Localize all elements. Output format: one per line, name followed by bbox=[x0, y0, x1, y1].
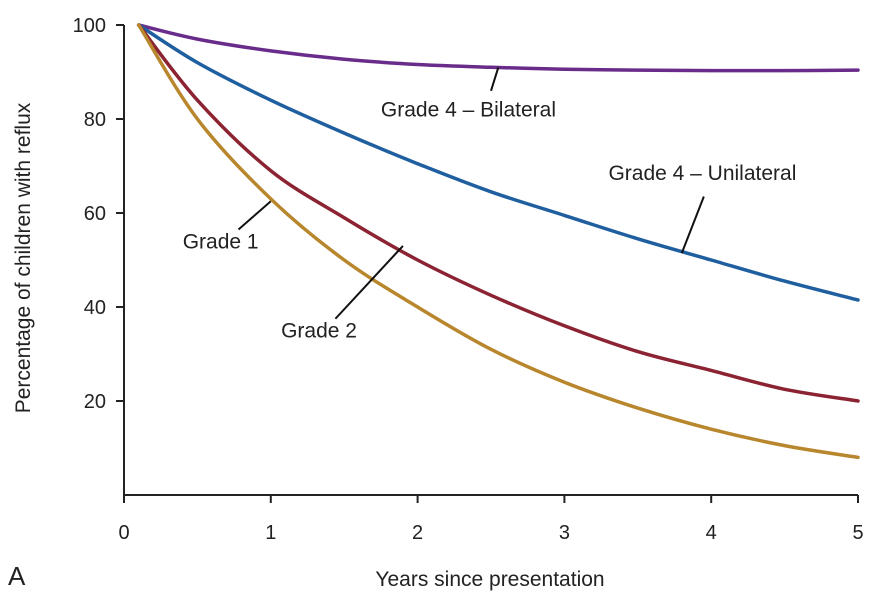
x-ticks: 0 1 2 3 4 5 bbox=[118, 495, 864, 544]
series-label: Grade 4 – Bilateral bbox=[381, 99, 556, 122]
axes bbox=[123, 25, 858, 496]
series-lines bbox=[136, 23, 860, 460]
series-labels: Grade 4 – Bilateral Grade 4 – Unilateral G… bbox=[183, 99, 797, 343]
series-line-2 bbox=[136, 23, 860, 302]
y-tick-label: 100 bbox=[73, 15, 106, 37]
x-tick-label: 3 bbox=[559, 522, 570, 544]
series-line-4 bbox=[136, 23, 860, 460]
series-label: Grade 1 bbox=[183, 230, 259, 253]
y-tick-label: 20 bbox=[84, 391, 106, 413]
y-tick-label: 80 bbox=[84, 109, 106, 131]
x-tick-label: 4 bbox=[706, 522, 717, 544]
y-axis-title: Percentage of children with reflux bbox=[12, 102, 35, 413]
series-label: Grade 2 bbox=[281, 320, 357, 343]
label-leaders bbox=[237, 67, 705, 320]
x-axis-title: Years since presentation bbox=[375, 568, 604, 591]
series-line-1 bbox=[136, 23, 860, 73]
label-leader-line bbox=[490, 67, 500, 92]
x-tick-label: 0 bbox=[118, 522, 129, 544]
label-leader-line bbox=[237, 200, 272, 231]
series-line-3 bbox=[136, 23, 860, 403]
x-tick-label: 2 bbox=[412, 522, 423, 544]
label-leader-line bbox=[334, 245, 404, 320]
panel-label: A bbox=[8, 561, 26, 591]
series-label: Grade 4 – Unilateral bbox=[608, 162, 796, 185]
y-tick-label: 60 bbox=[84, 203, 106, 225]
label-leader-line bbox=[680, 196, 705, 254]
y-ticks: 20 40 60 80 100 bbox=[73, 15, 124, 413]
x-tick-label: 1 bbox=[265, 522, 276, 544]
x-tick-label: 5 bbox=[852, 522, 863, 544]
y-tick-label: 40 bbox=[84, 297, 106, 319]
